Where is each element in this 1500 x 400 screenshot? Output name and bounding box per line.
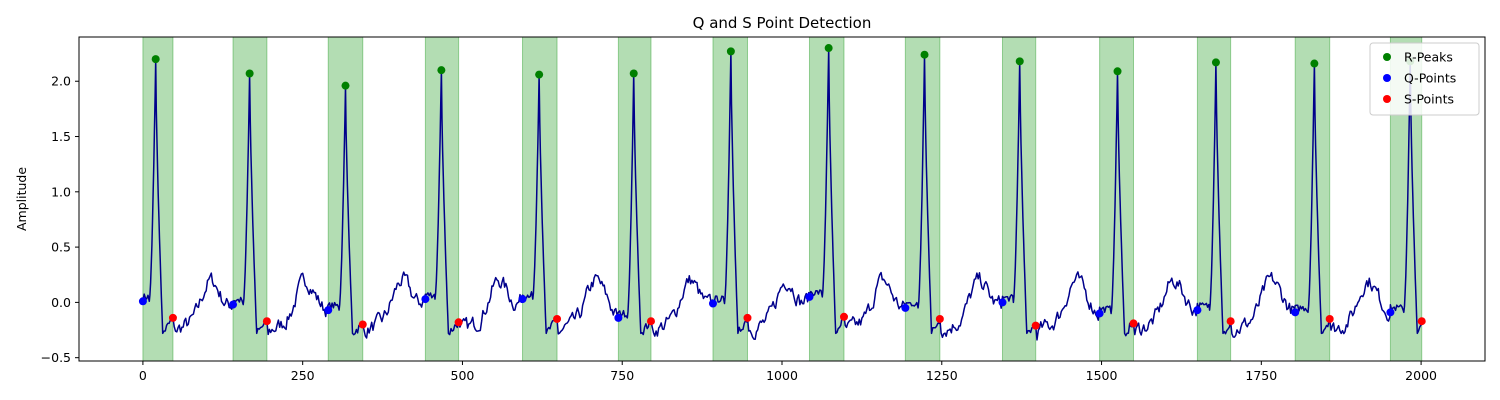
y-axis-label: Amplitude	[14, 167, 29, 231]
y-tick-label: 0.0	[51, 295, 71, 310]
r-peak-markers	[151, 44, 1415, 90]
x-tick-label: 1250	[926, 368, 958, 383]
q-point-9	[998, 298, 1007, 307]
q-point-13	[1386, 308, 1395, 317]
s-point-5	[646, 317, 655, 326]
shaded-regions	[142, 36, 1423, 362]
s-point-1	[262, 317, 271, 326]
r-peak-point-10	[1113, 67, 1122, 76]
q-point-1	[229, 300, 238, 309]
legend-marker-1	[1383, 74, 1391, 82]
r-peak-point-9	[1015, 57, 1024, 66]
r-peak-point-4	[535, 70, 544, 79]
q-point-10	[1095, 309, 1104, 318]
s-point-10	[1129, 319, 1138, 328]
r-peak-point-12	[1310, 59, 1319, 68]
x-tick-label: 1500	[1086, 368, 1118, 383]
s-point-12	[1325, 314, 1334, 323]
s-point-6	[743, 313, 752, 322]
x-tick-label: 0	[139, 368, 147, 383]
y-tick-label: −0.5	[41, 350, 71, 365]
r-peak-point-8	[920, 50, 929, 59]
s-point-7	[839, 312, 848, 321]
s-point-4	[553, 314, 562, 323]
r-peak-point-3	[437, 66, 446, 75]
r-peak-point-7	[824, 44, 833, 53]
r-peak-point-1	[245, 69, 254, 78]
y-tick-label: 2.0	[51, 74, 71, 89]
q-point-6	[708, 299, 717, 308]
shaded-region-3	[424, 36, 460, 362]
axes: 0 250 500 750 1000 1250 1500 1750 2000 −0.5 0.0 0.5…	[41, 36, 1486, 383]
r-peak-point-11	[1211, 58, 1220, 67]
legend-label-2: S-Points	[1404, 92, 1454, 107]
plot-frame	[78, 36, 1486, 362]
legend: R-Peaks Q-Points S-Points	[1369, 42, 1480, 116]
q-point-7	[805, 292, 814, 301]
x-tick-label: 750	[610, 368, 634, 383]
shaded-region-7	[808, 36, 845, 362]
x-tick-label: 500	[451, 368, 475, 383]
s-point-9	[1031, 321, 1040, 330]
y-tick-label: 0.5	[51, 240, 71, 255]
q-point-11	[1193, 306, 1202, 315]
q-point-markers	[138, 292, 1395, 322]
ecg-line	[142, 47, 1423, 341]
s-point-8	[935, 314, 944, 323]
q-point-5	[614, 313, 623, 322]
r-peak-point-0	[151, 55, 160, 64]
legend-label-1: Q-Points	[1404, 71, 1456, 86]
s-point-13	[1417, 317, 1426, 326]
y-tick-label: 1.0	[51, 184, 71, 199]
x-tick-label: 1750	[1245, 368, 1277, 383]
q-point-4	[518, 295, 527, 304]
r-peak-point-6	[726, 47, 735, 56]
s-point-3	[454, 318, 463, 327]
legend-box	[1369, 42, 1480, 116]
s-point-11	[1226, 317, 1235, 326]
s-point-2	[358, 320, 367, 329]
r-peak-point-5	[629, 69, 638, 78]
x-tick-label: 250	[291, 368, 315, 383]
r-peak-point-2	[341, 81, 350, 90]
x-tick-label: 1000	[766, 368, 798, 383]
legend-marker-0	[1383, 53, 1391, 61]
x-tick-label: 2000	[1405, 368, 1437, 383]
q-point-0	[138, 297, 147, 306]
s-point-0	[168, 313, 177, 322]
legend-marker-2	[1383, 95, 1391, 103]
q-point-3	[421, 295, 430, 304]
s-point-markers	[168, 312, 1426, 330]
q-point-12	[1291, 308, 1300, 317]
q-point-8	[901, 303, 910, 312]
shaded-region-8	[904, 36, 941, 362]
q-point-2	[324, 306, 333, 315]
chart-title: Q and S Point Detection	[693, 14, 872, 32]
y-tick-label: 1.5	[51, 129, 71, 144]
ecg-signal	[142, 47, 1423, 341]
legend-label-0: R-Peaks	[1404, 50, 1453, 65]
